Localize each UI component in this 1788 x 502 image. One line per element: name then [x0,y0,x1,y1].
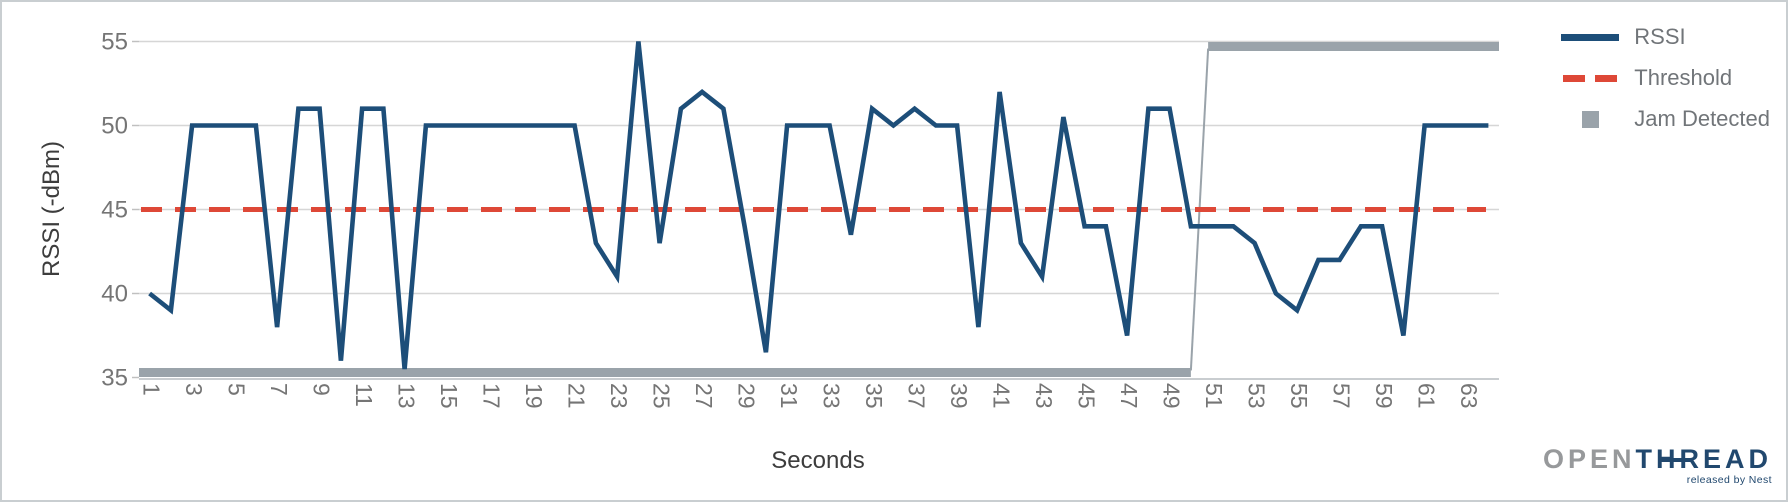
y-tick-label-55: 55 [101,29,128,56]
jam-square-swatch-icon [1561,110,1619,128]
legend-label-rssi: RSSI [1634,24,1686,49]
x-tick-label-39: 39 [946,383,972,409]
legend-item-jam-detected: Jam Detected [1561,106,1770,132]
x-tick-label-59: 59 [1371,383,1397,409]
x-tick-label-1: 1 [139,383,165,396]
x-tick-label-15: 15 [436,383,462,409]
rssi-line-swatch-icon [1561,33,1620,41]
logo-tagline: released by Nest [1686,474,1772,486]
x-tick-label-31: 31 [776,383,802,409]
x-tick-label-3: 3 [181,383,207,396]
rssi-line [148,41,1489,370]
openthread-logo: OPENTHREAD released by Nest [1543,446,1772,487]
x-tick-label-19: 19 [521,383,547,409]
x-tick-label-29: 29 [734,383,760,409]
x-tick-label-13: 13 [394,383,420,409]
x-tick-label-43: 43 [1031,383,1057,409]
x-tick-label-33: 33 [819,383,845,409]
x-tick-label-41: 41 [989,383,1015,409]
chart-legend: RSSI Threshold Jam Detected [1561,24,1770,147]
x-tick-label-49: 49 [1159,383,1185,409]
y-tick-label-40: 40 [101,281,128,308]
y-tick-label-50: 50 [101,113,128,140]
x-tick-label-37: 37 [904,383,930,409]
x-tick-label-17: 17 [479,383,505,409]
x-tick-label-25: 25 [649,383,675,409]
legend-item-threshold: Threshold [1561,65,1770,91]
legend-label-jam-detected: Jam Detected [1634,106,1770,131]
x-tick-label-47: 47 [1116,383,1142,409]
x-tick-label-57: 57 [1329,383,1355,409]
legend-item-rssi: RSSI [1561,24,1770,50]
x-tick-label-53: 53 [1244,383,1270,409]
x-tick-label-5: 5 [224,383,250,396]
x-tick-label-9: 9 [309,383,335,396]
x-axis-title: Seconds [771,447,864,474]
x-tick-label-45: 45 [1074,383,1100,409]
legend-label-threshold: Threshold [1634,65,1733,90]
threshold-dash-swatch-icon [1561,74,1619,82]
x-tick-label-27: 27 [691,383,717,409]
x-tick-label-55: 55 [1286,383,1312,409]
logo-thread-text: THREAD [1635,444,1772,474]
openthread-wordmark: OPENTHREAD [1543,446,1772,473]
x-tick-label-63: 63 [1456,383,1482,409]
x-tick-label-21: 21 [564,383,590,409]
x-tick-label-61: 61 [1414,383,1440,409]
x-tick-label-23: 23 [606,383,632,409]
y-tick-label-35: 35 [101,365,128,392]
x-tick-label-35: 35 [861,383,887,409]
y-axis-title: RSSI (-dBm) [38,141,65,277]
x-tick-label-51: 51 [1201,383,1227,409]
x-tick-label-11: 11 [351,383,377,407]
logo-open-text: OPEN [1542,444,1636,474]
x-tick-label-7: 7 [266,383,292,396]
y-tick-label-45: 45 [101,197,128,224]
